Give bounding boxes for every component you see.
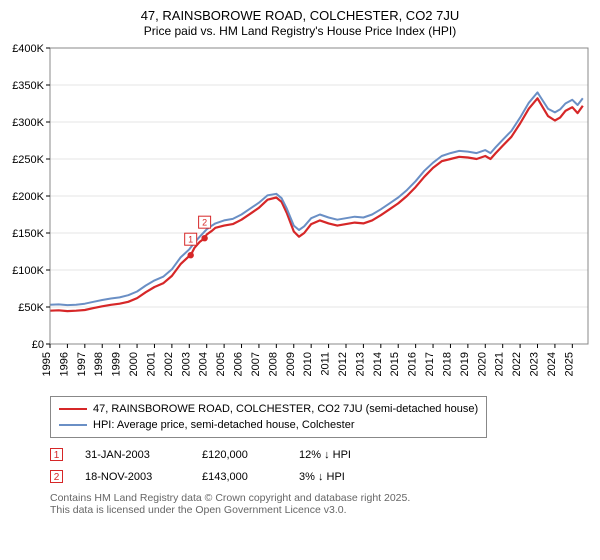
sale-date: 31-JAN-2003 — [85, 449, 180, 461]
svg-text:£350K: £350K — [12, 80, 44, 92]
svg-text:£400K: £400K — [12, 43, 44, 55]
svg-text:2018: 2018 — [441, 352, 453, 376]
svg-text:2021: 2021 — [494, 352, 506, 376]
svg-text:£100K: £100K — [12, 265, 44, 277]
svg-text:1998: 1998 — [93, 352, 105, 376]
sale-price: £143,000 — [202, 471, 277, 483]
svg-text:2010: 2010 — [302, 352, 314, 376]
footnote-line-1: Contains HM Land Registry data © Crown c… — [50, 492, 594, 504]
svg-text:1999: 1999 — [111, 352, 123, 376]
legend-label-blue: HPI: Average price, semi-detached house,… — [93, 419, 355, 431]
sales-row: 2 18-NOV-2003 £143,000 3% ↓ HPI — [50, 466, 594, 488]
chart-legend: 47, RAINSBOROWE ROAD, COLCHESTER, CO2 7J… — [50, 396, 487, 438]
svg-text:1997: 1997 — [76, 352, 88, 376]
svg-text:£150K: £150K — [12, 228, 44, 240]
chart-plot-area: 12 £0 £50K £100K £150K £200K £250K £300K £350K £4… — [6, 42, 594, 392]
legend-row-blue: HPI: Average price, semi-detached house,… — [59, 417, 478, 433]
chart-container: 47, RAINSBOROWE ROAD, COLCHESTER, CO2 7J… — [0, 0, 600, 522]
sales-table: 1 31-JAN-2003 £120,000 12% ↓ HPI 2 18-NO… — [50, 444, 594, 488]
sale-vs-hpi: 12% ↓ HPI — [299, 449, 351, 461]
svg-text:£200K: £200K — [12, 191, 44, 203]
svg-text:£0: £0 — [32, 339, 44, 351]
svg-text:2020: 2020 — [476, 352, 488, 376]
sales-row: 1 31-JAN-2003 £120,000 12% ↓ HPI — [50, 444, 594, 466]
legend-row-red: 47, RAINSBOROWE ROAD, COLCHESTER, CO2 7J… — [59, 401, 478, 417]
svg-text:2003: 2003 — [180, 352, 192, 376]
svg-text:2001: 2001 — [145, 352, 157, 376]
svg-text:2025: 2025 — [563, 352, 575, 376]
svg-text:2016: 2016 — [407, 352, 419, 376]
sale-marker-1: 1 — [50, 448, 63, 461]
chart-svg: 12 £0 £50K £100K £150K £200K £250K £300K £350K £4… — [6, 42, 594, 392]
svg-text:2014: 2014 — [372, 352, 384, 376]
svg-text:1996: 1996 — [58, 352, 70, 376]
arrow-down-icon: ↓ — [324, 449, 330, 461]
legend-swatch-blue — [59, 424, 87, 426]
svg-text:1995: 1995 — [41, 352, 53, 376]
svg-text:1: 1 — [188, 235, 193, 245]
svg-text:2006: 2006 — [233, 352, 245, 376]
arrow-down-icon: ↓ — [318, 471, 324, 483]
svg-text:2002: 2002 — [163, 352, 175, 376]
svg-text:2019: 2019 — [459, 352, 471, 376]
svg-text:2007: 2007 — [250, 352, 262, 376]
svg-text:2008: 2008 — [267, 352, 279, 376]
svg-text:2015: 2015 — [389, 352, 401, 376]
svg-text:2011: 2011 — [320, 352, 332, 376]
chart-subtitle: Price paid vs. HM Land Registry's House … — [6, 24, 594, 38]
svg-text:2017: 2017 — [424, 352, 436, 376]
svg-text:£250K: £250K — [12, 154, 44, 166]
svg-text:2024: 2024 — [546, 352, 558, 376]
chart-title: 47, RAINSBOROWE ROAD, COLCHESTER, CO2 7J… — [6, 8, 594, 24]
svg-text:2005: 2005 — [215, 352, 227, 376]
svg-text:£300K: £300K — [12, 117, 44, 129]
sale-vs-hpi: 3% ↓ HPI — [299, 471, 345, 483]
svg-text:£50K: £50K — [18, 302, 44, 314]
sale-marker-2: 2 — [50, 470, 63, 483]
svg-text:2004: 2004 — [198, 352, 210, 376]
legend-label-red: 47, RAINSBOROWE ROAD, COLCHESTER, CO2 7J… — [93, 403, 478, 415]
sale-date: 18-NOV-2003 — [85, 471, 180, 483]
legend-swatch-red — [59, 408, 87, 410]
svg-text:2: 2 — [202, 218, 207, 228]
svg-text:2022: 2022 — [511, 352, 523, 376]
footnote-line-2: This data is licensed under the Open Gov… — [50, 504, 594, 516]
svg-text:2012: 2012 — [337, 352, 349, 376]
svg-text:2013: 2013 — [354, 352, 366, 376]
svg-text:2000: 2000 — [128, 352, 140, 376]
svg-text:2009: 2009 — [285, 352, 297, 376]
sale-price: £120,000 — [202, 449, 277, 461]
svg-text:2023: 2023 — [529, 352, 541, 376]
